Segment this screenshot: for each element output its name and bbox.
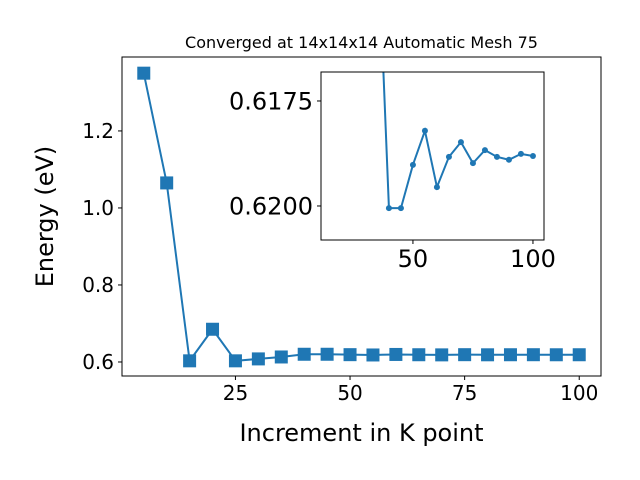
y-tick-label: 0.6175 bbox=[229, 88, 313, 116]
y-tick-label: 0.6 bbox=[82, 350, 114, 374]
marker bbox=[251, 352, 265, 366]
plot-clip bbox=[137, 66, 586, 368]
marker bbox=[274, 350, 288, 364]
x-tick-label: 75 bbox=[452, 381, 477, 405]
plot-clip bbox=[382, 72, 536, 212]
marker bbox=[183, 354, 197, 368]
x-tick-label: 100 bbox=[560, 381, 598, 405]
axes-frame bbox=[121, 56, 602, 377]
marker bbox=[493, 153, 500, 160]
x-tick-label: 100 bbox=[510, 245, 556, 273]
marker bbox=[445, 153, 452, 160]
x-tick-label: 50 bbox=[398, 245, 429, 273]
marker bbox=[457, 139, 464, 146]
marker bbox=[529, 153, 536, 159]
marker bbox=[297, 347, 311, 361]
axes-frame bbox=[320, 71, 545, 241]
marker bbox=[433, 184, 440, 191]
x-tick-label: 25 bbox=[223, 381, 248, 405]
chart-title: Converged at 14x14x14 Automatic Mesh 75 bbox=[185, 33, 538, 52]
plot-area bbox=[321, 72, 544, 240]
marker bbox=[320, 347, 334, 361]
marker bbox=[469, 160, 476, 167]
marker bbox=[397, 205, 404, 212]
x-tick-label: 50 bbox=[337, 381, 362, 405]
marker bbox=[549, 348, 563, 362]
marker bbox=[572, 348, 586, 362]
marker bbox=[517, 150, 524, 157]
marker bbox=[412, 348, 426, 362]
marker bbox=[435, 348, 449, 362]
x-axis-label: Increment in K point bbox=[239, 419, 483, 447]
marker bbox=[458, 348, 472, 362]
marker bbox=[366, 348, 380, 362]
y-tick-label: 0.8 bbox=[82, 273, 114, 297]
y-axis-label: Energy (eV) bbox=[31, 146, 59, 288]
y-tick-label: 0.6200 bbox=[229, 193, 313, 221]
marker bbox=[481, 348, 495, 362]
marker bbox=[206, 322, 220, 336]
marker bbox=[503, 348, 517, 362]
marker bbox=[409, 161, 416, 168]
marker bbox=[481, 147, 488, 154]
marker bbox=[421, 127, 428, 134]
y-tick-label: 1.2 bbox=[82, 119, 114, 143]
marker bbox=[137, 66, 151, 80]
marker bbox=[160, 176, 174, 190]
marker bbox=[385, 205, 392, 212]
y-tick-label: 1.0 bbox=[82, 196, 114, 220]
marker bbox=[228, 354, 242, 368]
marker bbox=[389, 347, 403, 361]
marker bbox=[505, 156, 512, 163]
marker bbox=[526, 348, 540, 362]
marker bbox=[343, 348, 357, 362]
